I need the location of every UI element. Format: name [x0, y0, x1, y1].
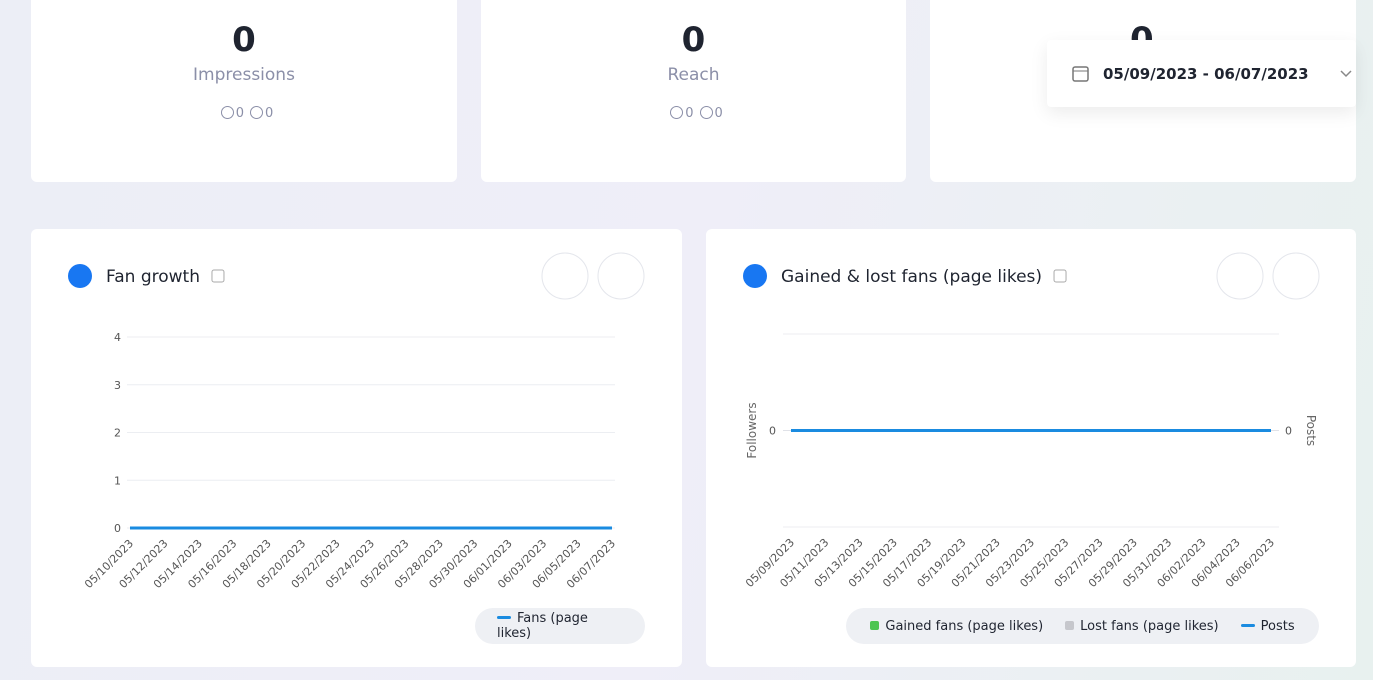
toolbar-button[interactable] — [1216, 252, 1264, 300]
facebook-icon — [743, 264, 767, 288]
y2-tick-label: 0 — [1285, 425, 1292, 438]
toolbar-button[interactable] — [597, 252, 645, 300]
y-tick-label: 0 — [114, 522, 121, 535]
metric-label: Impressions — [193, 65, 295, 85]
stat: 0 — [714, 106, 723, 121]
y-axis-label: Followers — [745, 402, 759, 458]
toolbar-button[interactable] — [541, 252, 589, 300]
legend-swatch — [1240, 623, 1255, 627]
legend-swatch — [1065, 620, 1075, 630]
y-tick-label: 0 — [769, 425, 776, 438]
toolbar-button[interactable] — [1272, 252, 1320, 300]
date-picker[interactable]: 05/09/2023 - 06/07/2023 — [1047, 40, 1356, 107]
legend-swatch — [870, 620, 880, 630]
stat: 0 — [265, 106, 274, 121]
metric-label: Reach — [667, 65, 720, 85]
y-tick-label: 1 — [114, 474, 121, 487]
chart: Gained & lost fans (page likes) 0 0 Followe… — [743, 252, 1320, 590]
calendar-icon — [1072, 65, 1089, 82]
legend-label: Gained fans (page likes) — [885, 618, 1044, 634]
metric-value: 0 — [681, 20, 706, 60]
chevron — [1340, 69, 1352, 77]
chart-card: Fan growth 0 1 2 3 4 05/10/2023 05/12/2023 05/14… — [31, 229, 682, 667]
legend-item[interactable]: Fans (page likes) — [497, 611, 623, 641]
facebook-icon — [68, 264, 92, 288]
help-icon — [211, 269, 225, 283]
stat: 0 — [235, 106, 244, 121]
y-tick-label: 2 — [114, 427, 121, 440]
legend-label: Posts — [1260, 618, 1295, 634]
date-range: 05/09/2023 - 06/07/2023 — [1103, 64, 1309, 83]
help-icon — [1053, 269, 1067, 283]
chart-card: Gained & lost fans (page likes) 0 0 Followe… — [706, 229, 1356, 667]
legend: Gained fans (page likes) Lost fans (page … — [846, 608, 1319, 644]
legend-item[interactable]: Lost fans (page likes) — [1065, 618, 1219, 634]
stat: 0 — [685, 106, 694, 121]
legend-swatch — [497, 616, 511, 619]
legend-label: Lost fans (page likes) — [1080, 618, 1219, 634]
y-tick-label: 4 — [114, 331, 121, 344]
metric-value: 0 — [232, 20, 256, 60]
legend: Fans (page likes) — [475, 608, 645, 644]
chart-title: Gained & lost fans (page likes) — [781, 267, 1042, 287]
chart: Fan growth0123405/10/202305/12/202305/14… — [68, 252, 645, 591]
y-tick-label: 3 — [114, 379, 121, 392]
legend-item[interactable]: Gained fans (page likes) — [870, 619, 1043, 634]
legend-item[interactable]: Posts — [1240, 618, 1295, 634]
chart-title: Fan growth — [106, 267, 200, 287]
y2-axis-label: Posts — [1304, 415, 1318, 446]
legend-label: Fans (page likes) — [497, 611, 588, 641]
